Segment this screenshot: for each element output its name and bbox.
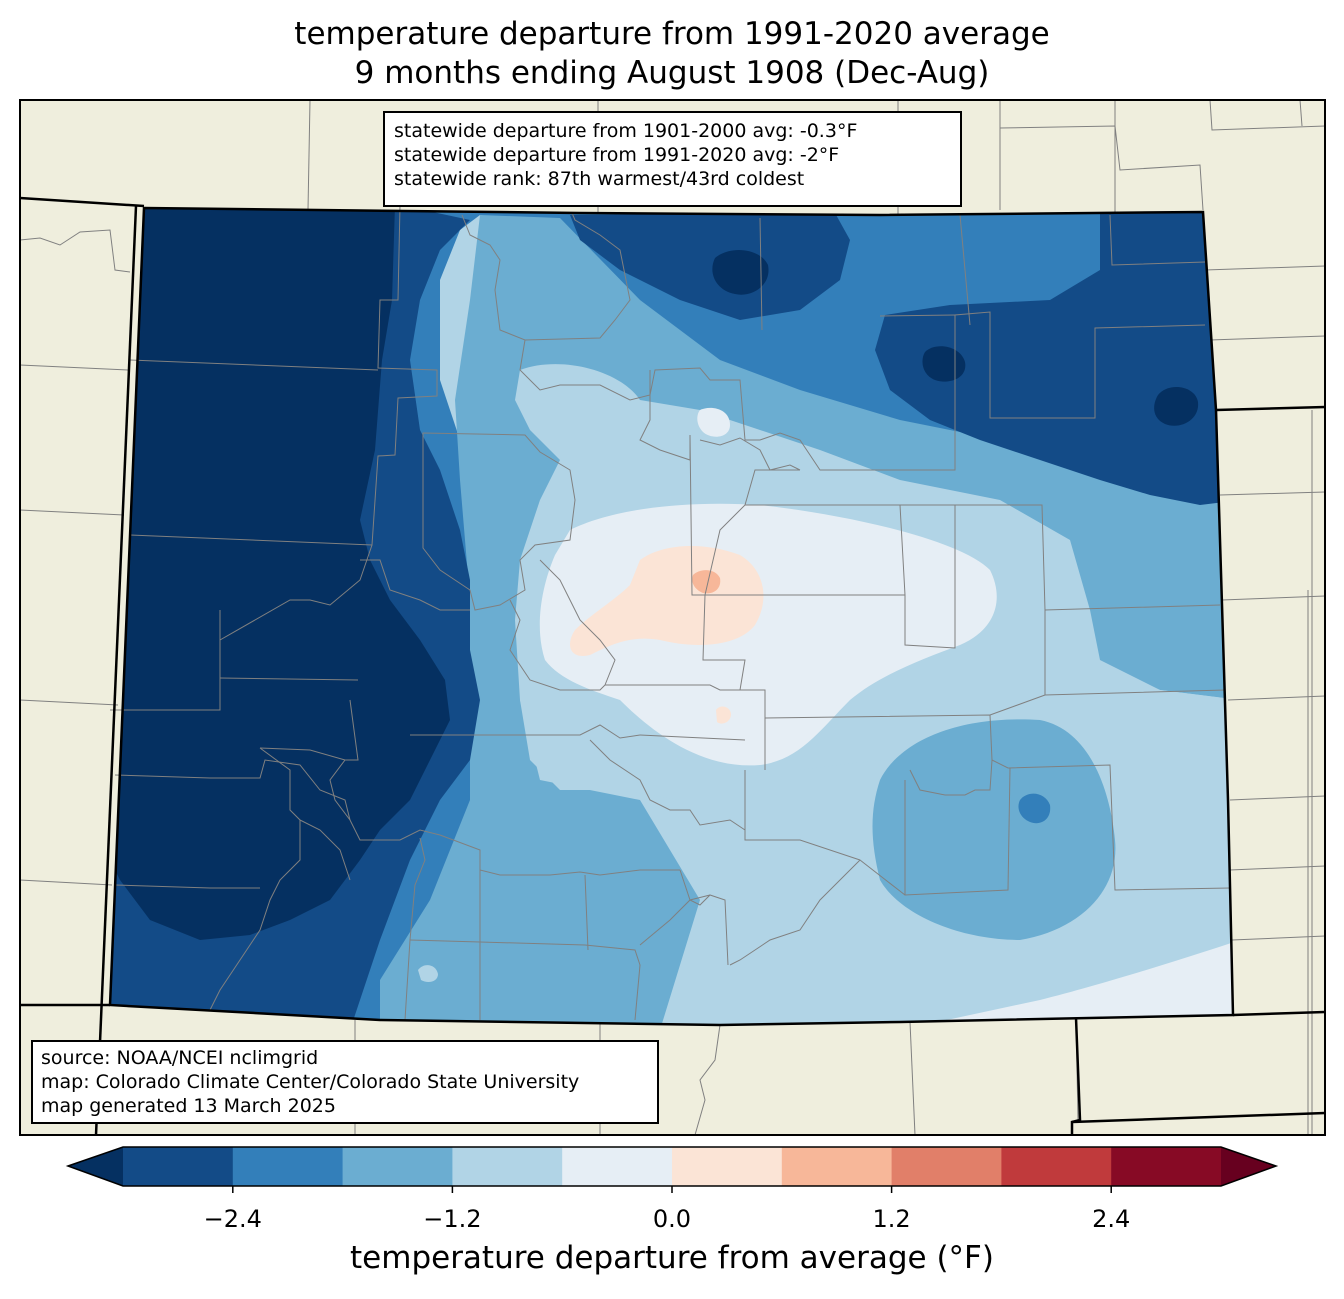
colorbar-tick-label: −2.4	[203, 1205, 262, 1233]
colorbar-tick-label: 0.0	[652, 1205, 692, 1233]
contour-se-core	[1018, 793, 1051, 824]
map-frame	[20, 100, 1325, 1135]
map-subtitle: 9 months ending August 1908 (Dec-Aug)	[354, 55, 990, 91]
colorbar-over-arrow	[1221, 1147, 1276, 1186]
colorbar-bin	[1001, 1147, 1112, 1186]
contour-ne-top-core	[712, 249, 769, 295]
contour-ne-east	[875, 213, 1233, 505]
contour-m3	[110, 208, 450, 940]
source-box: source: NOAA/NCEI nclimgrid map: Colorad…	[31, 1040, 659, 1124]
colorbar	[65, 1146, 1279, 1193]
temperature-departure-field	[110, 208, 1233, 1025]
source-line-data: source: NOAA/NCEI nclimgrid	[41, 1047, 319, 1069]
contour-p09	[692, 570, 721, 594]
state-boundaries	[20, 196, 1325, 1135]
contour-sw-spot	[418, 965, 438, 982]
contour-se-corner	[900, 940, 1233, 1025]
stats-line-1901-2000: statewide departure from 1901-2000 avg: …	[394, 120, 858, 142]
colorado-county-lines	[110, 204, 1231, 1021]
colorbar-bin	[672, 1147, 783, 1186]
contour-p03-small	[716, 706, 731, 724]
colorbar-bin	[781, 1147, 893, 1186]
map-border	[19, 99, 1326, 1136]
contour-se-lobe	[872, 719, 1116, 940]
source-line-map: map: Colorado Climate Center/Colorado St…	[41, 1071, 580, 1093]
colorbar-bin	[562, 1147, 673, 1186]
statewide-stats-box: statewide departure from 1901-2000 avg: …	[383, 111, 962, 207]
colorbar-bin	[1111, 1147, 1222, 1186]
source-line-generated: map generated 13 March 2025	[41, 1095, 336, 1117]
colorbar-bin	[123, 1147, 234, 1186]
colorbar-tick-label: −1.2	[423, 1205, 482, 1233]
colorbar-bin	[232, 1147, 344, 1186]
contour-ne-top	[570, 213, 850, 320]
colorbar-label: temperature departure from average (°F)	[350, 1240, 994, 1276]
contour-m03-small	[697, 407, 730, 437]
colorbar-tick-label: 1.2	[872, 1205, 911, 1233]
contour-ne-east-core2	[1154, 386, 1199, 426]
colorbar-tick-label: 2.4	[1092, 1205, 1131, 1233]
colorbar-outline	[65, 1146, 1279, 1187]
colorado-border	[108, 206, 1235, 1027]
colorbar-under-arrow	[68, 1147, 123, 1186]
map-title: temperature departure from 1991-2020 ave…	[294, 16, 1050, 52]
stats-line-rank: statewide rank: 87th warmest/43rd coldes…	[394, 168, 805, 190]
colorbar-bin	[452, 1147, 563, 1186]
colorbar-bin	[342, 1147, 453, 1186]
stats-line-1991-2020: statewide departure from 1991-2020 avg: …	[394, 144, 840, 166]
colorbar-bin	[891, 1147, 1002, 1186]
